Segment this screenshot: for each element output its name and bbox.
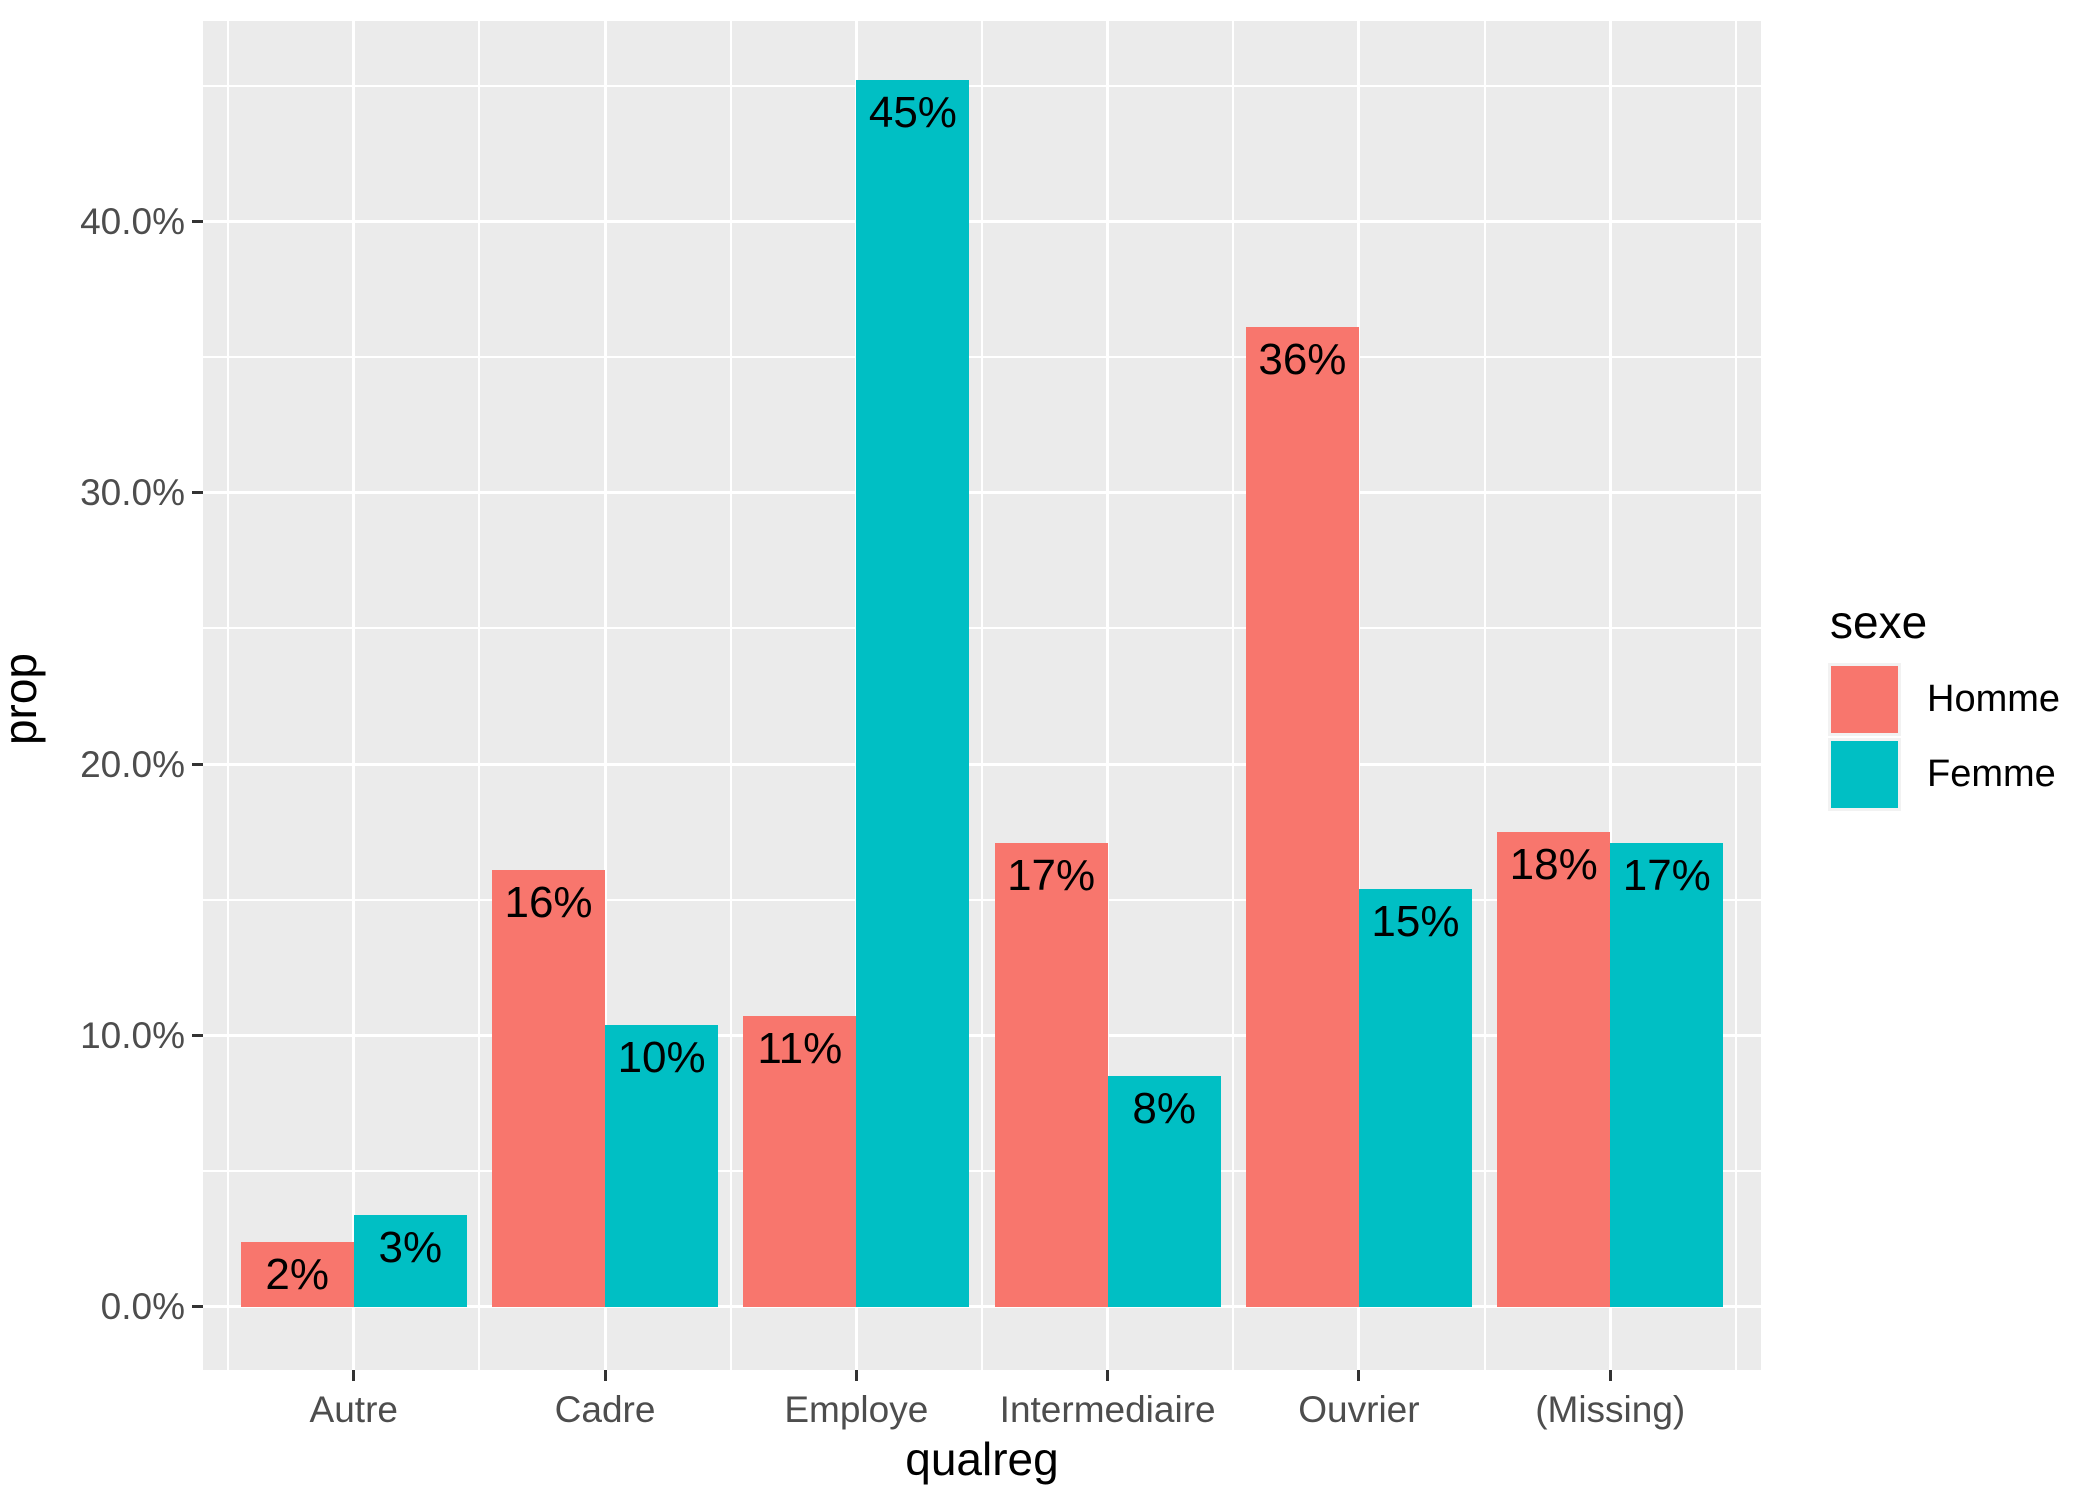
y-tick-mark — [192, 1305, 203, 1309]
bar-value-label: 8% — [1132, 1084, 1196, 1134]
legend-item-label: Femme — [1927, 753, 2056, 795]
bar-femme-2: 45% — [856, 80, 970, 1307]
x-tick-label: Cadre — [554, 1389, 656, 1430]
gridline-major-vertical — [352, 21, 356, 1370]
legend-title: sexe — [1830, 596, 1928, 648]
bar-value-label: 36% — [1258, 335, 1347, 385]
gridline-major-vertical — [1357, 21, 1361, 1370]
bar-femme-1: 10% — [605, 1024, 719, 1307]
gridline-minor-vertical — [1734, 21, 1737, 1370]
gridline-minor-vertical — [1232, 21, 1235, 1370]
gridline-minor-vertical — [1483, 21, 1486, 1370]
x-tick-label: (Missing) — [1535, 1389, 1686, 1430]
x-tick-label: Autre — [309, 1389, 398, 1430]
y-tick-label: 30.0% — [80, 472, 185, 514]
gridline-minor-vertical — [729, 21, 732, 1370]
bar-value-label: 16% — [504, 877, 593, 927]
legend-item-label: Homme — [1927, 678, 2061, 720]
y-tick-label: 10.0% — [80, 1014, 185, 1056]
y-tick-label: 0.0% — [100, 1286, 185, 1328]
bar-homme-2: 11% — [743, 1016, 857, 1307]
bar-value-label: 10% — [617, 1032, 706, 1082]
gridline-minor-vertical — [478, 21, 481, 1370]
bar-femme-4: 15% — [1358, 888, 1472, 1307]
x-tick-mark — [603, 1370, 607, 1381]
bar-value-label: 45% — [868, 88, 957, 138]
y-tick-label: 20.0% — [80, 743, 185, 785]
y-tick-mark — [192, 762, 203, 766]
x-tick-mark — [352, 1370, 356, 1381]
gridline-major-vertical — [1608, 21, 1612, 1370]
x-tick-label: Intermediaire — [999, 1389, 1216, 1430]
y-tick-mark — [192, 219, 203, 223]
bar-homme-1: 16% — [491, 869, 606, 1307]
bar-femme-5: 17% — [1610, 842, 1724, 1307]
bar-homme-0: 2% — [240, 1241, 354, 1307]
legend-item-homme: Homme — [1828, 663, 2060, 736]
bar-value-label: 11% — [757, 1024, 843, 1074]
homme-color-swatch — [1831, 666, 1898, 733]
bar-homme-3: 17% — [994, 842, 1108, 1307]
bar-homme-4: 36% — [1245, 327, 1359, 1307]
plot-panel: 2% 3% 16% 10% 11% 45% 17% 8% 36% 15% 18% 17% — [203, 21, 1761, 1370]
legend-key — [1828, 738, 1901, 811]
bar-value-label: 17% — [1622, 850, 1711, 900]
bar-homme-5: 18% — [1497, 831, 1611, 1307]
x-tick-mark — [1357, 1370, 1361, 1381]
y-tick-label: 40.0% — [80, 200, 185, 242]
y-tick-mark — [192, 1033, 203, 1037]
x-tick-mark — [854, 1370, 858, 1381]
legend-items: Homme Femme — [1828, 663, 2060, 811]
legend-item-femme: Femme — [1828, 738, 2060, 811]
gridline-major-vertical — [1106, 21, 1110, 1370]
legend: sexe Homme Femme — [1828, 595, 2060, 813]
gridline-major-vertical — [603, 21, 607, 1370]
bar-value-label: 18% — [1509, 839, 1598, 889]
y-axis-title: prop — [0, 652, 46, 746]
x-axis-title: qualreg — [905, 1433, 1059, 1485]
bar-value-label: 2% — [265, 1249, 330, 1299]
gridline-minor-vertical — [981, 21, 983, 1370]
x-tick-mark — [1106, 1370, 1110, 1381]
y-tick-mark — [192, 491, 203, 495]
legend-key — [1828, 663, 1901, 736]
bar-value-label: 17% — [1007, 850, 1096, 900]
femme-color-swatch — [1831, 741, 1898, 808]
gridline-minor-vertical — [227, 21, 230, 1370]
x-tick-mark — [1608, 1370, 1612, 1381]
bar-femme-0: 3% — [353, 1214, 467, 1307]
bar-value-label: 3% — [378, 1222, 443, 1272]
bar-femme-3: 8% — [1107, 1076, 1221, 1307]
x-tick-label: Employe — [784, 1389, 929, 1430]
bar-value-label: 15% — [1371, 896, 1460, 946]
x-tick-label: Ouvrier — [1298, 1389, 1420, 1430]
